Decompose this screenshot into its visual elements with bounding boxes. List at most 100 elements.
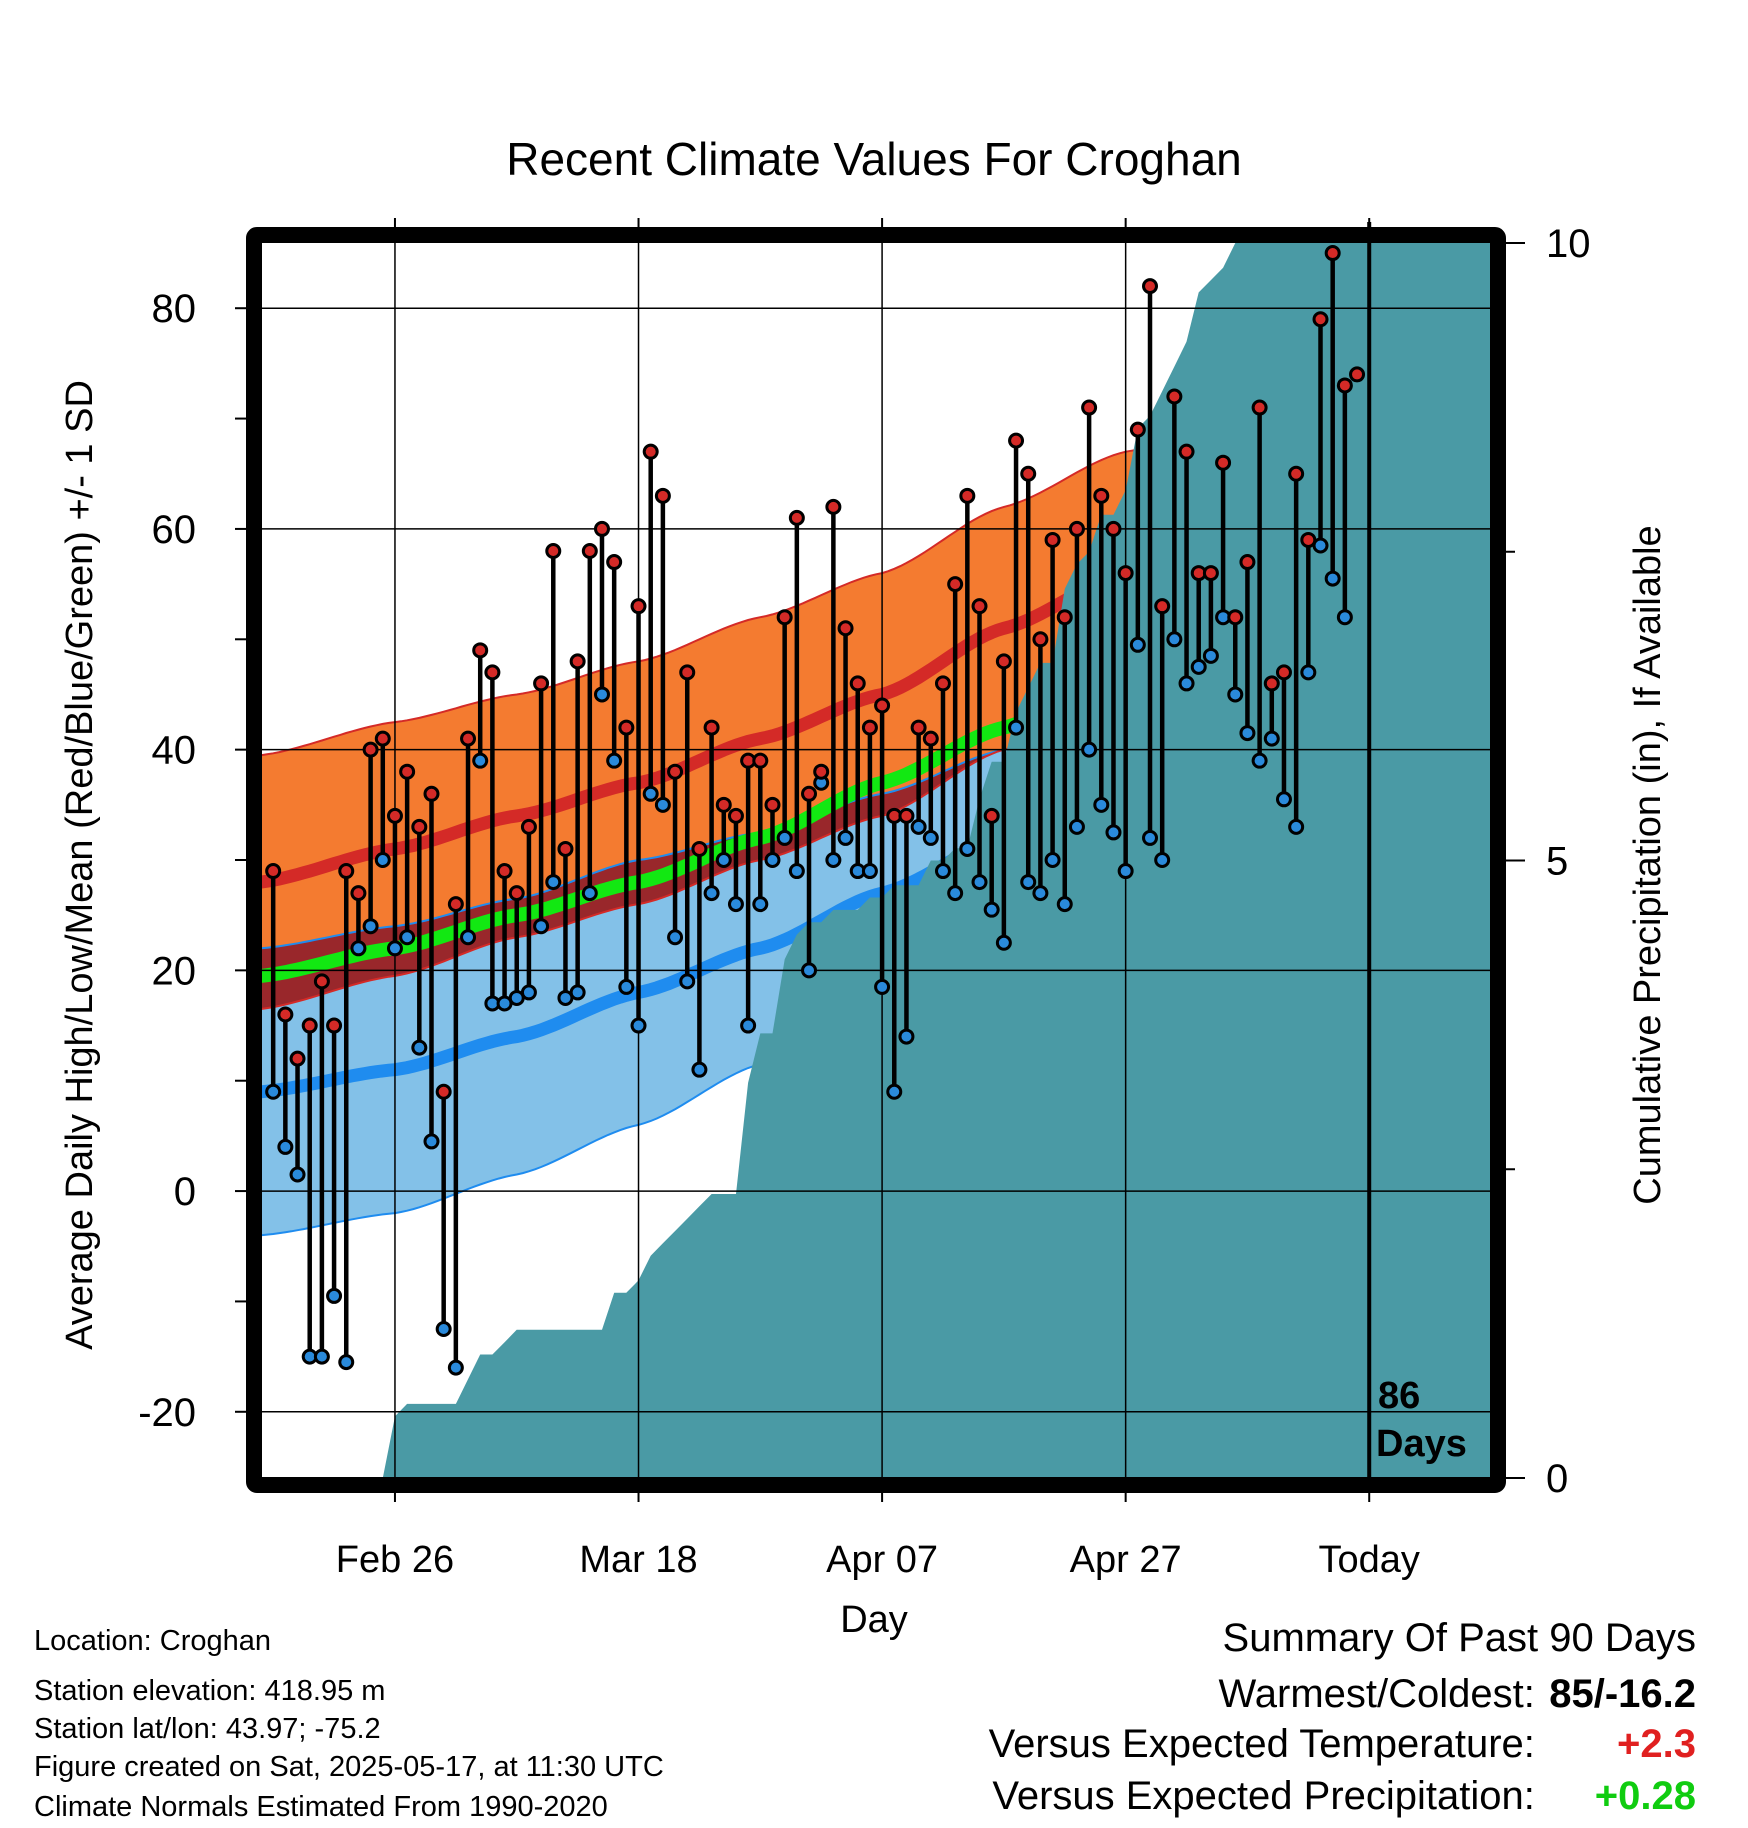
daily-low-point [435,1321,452,1338]
daily-high-point [1336,377,1353,394]
y-tick-label: -20 [138,1391,196,1435]
daily-high-point [520,818,537,835]
warmest-coldest-value: 85/-16.2 [1549,1672,1696,1716]
daily-low-point [1178,675,1195,692]
daily-high-point [362,741,379,758]
precipitation-value: +0.28 [1594,1774,1696,1818]
y-tick-label: 60 [152,508,197,552]
daily-high-point [934,675,951,692]
daily-high-point [435,1083,452,1100]
daily-high-point [569,653,586,670]
daily-high-point [265,863,282,880]
daily-low-point [447,1359,464,1376]
daily-high-point [1263,675,1280,692]
daily-high-point [581,543,598,559]
footer-elevation: Station elevation: 418.95 m [34,1675,386,1707]
daily-low-point [1129,636,1146,653]
x-tick-label: Apr 27 [1070,1539,1182,1581]
daily-high-point [764,796,781,813]
precipitation-label: Versus Expected Precipitation: [992,1774,1535,1818]
daily-high-point [752,752,769,769]
daily-high-point [301,1017,318,1034]
days-unit-label: Days [1376,1423,1467,1465]
daily-low-point [654,796,671,813]
daily-high-point [508,885,525,902]
y-tick-label: 20 [152,949,197,993]
daily-low-point [1263,730,1280,747]
daily-low-point [1068,818,1085,835]
y-tick-label: 0 [174,1170,196,1214]
daily-high-point [837,620,854,637]
daily-low-point [569,984,586,1001]
daily-low-point [934,863,951,880]
daily-low-point [399,929,416,946]
daily-high-point [1227,609,1244,626]
daily-high-point [472,642,489,659]
daily-high-point [326,1017,343,1034]
daily-low-point [703,885,720,902]
y2-axis-title: Cumulative Precipitation (in), If Availa… [1627,525,1669,1204]
daily-high-point [399,763,416,780]
daily-high-point [1129,421,1146,438]
daily-high-point [496,863,513,880]
daily-high-point [776,609,793,626]
x-tick-label: Today [1319,1539,1420,1581]
daily-low-point [533,918,550,935]
daily-low-point [1056,896,1073,913]
footer-latlon: Station lat/lon: 43.97; -75.2 [34,1713,381,1745]
daily-low-point [837,829,854,846]
daily-high-point [1202,565,1219,582]
daily-low-point [606,752,623,769]
daily-low-point [691,1061,708,1078]
y2-tick-label: 5 [1546,840,1568,884]
daily-high-point [1142,278,1159,295]
daily-high-point [338,863,355,880]
daily-high-point [557,840,574,857]
daily-low-point [1227,686,1244,703]
daily-low-point [801,962,818,979]
daily-high-point [1288,465,1305,482]
daily-high-point [411,818,428,835]
daily-low-point [1324,570,1341,587]
precipitation-area [261,243,1491,1478]
y2-tick-label: 0 [1546,1457,1568,1501]
daily-low-point [1336,609,1353,626]
daily-high-point [947,576,964,593]
daily-low-point [1117,863,1134,880]
days-count-label: 86 [1378,1375,1420,1417]
daily-high-point [1105,520,1122,537]
daily-high-point [654,487,671,504]
daily-high-point [1044,531,1061,548]
daily-high-point [1178,443,1195,460]
daily-high-point [983,807,1000,824]
daily-low-point [715,852,732,868]
daily-low-point [460,929,477,946]
daily-low-point [679,973,696,990]
daily-high-point [959,487,976,504]
daily-high-point [277,1006,294,1023]
daily-high-point [1215,454,1232,471]
daily-low-point [277,1138,294,1155]
summary-warmest-coldest: Warmest/Coldest: 85/-16.2 [1219,1672,1697,1717]
daily-low-point [313,1348,330,1365]
daily-high-point [691,840,708,857]
daily-high-point [679,664,696,681]
daily-high-point [1251,399,1268,416]
daily-high-point [1349,366,1366,383]
daily-high-point [350,885,367,902]
daily-high-point [1324,245,1341,262]
summary-precipitation: Versus Expected Precipitation: +0.28 [992,1774,1696,1819]
daily-high-point [995,653,1012,670]
daily-high-point [813,763,830,780]
daily-low-point [1081,741,1098,758]
x-tick-label: Apr 07 [826,1539,938,1581]
daily-low-point [861,863,878,880]
y2-tick-label: 10 [1546,222,1591,266]
daily-high-point [533,675,550,692]
daily-low-point [1044,852,1061,868]
daily-high-point [1020,465,1037,482]
x-tick-label: Feb 26 [336,1539,454,1581]
y-tick-label: 80 [152,287,197,331]
daily-low-point [1093,796,1110,813]
